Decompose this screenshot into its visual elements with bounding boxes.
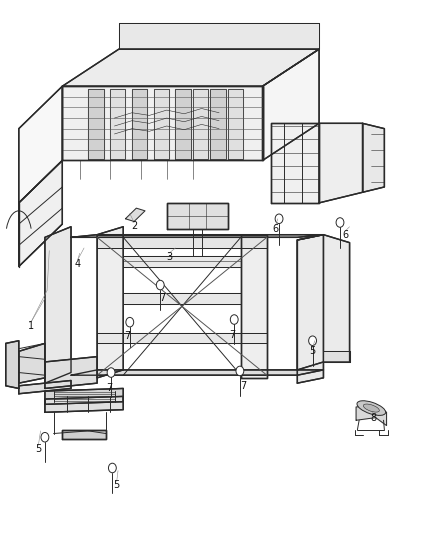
Polygon shape <box>132 89 147 159</box>
Text: 7: 7 <box>124 332 131 342</box>
Text: 3: 3 <box>166 252 172 262</box>
Text: 1: 1 <box>28 321 34 331</box>
Polygon shape <box>210 89 226 159</box>
Polygon shape <box>125 208 145 221</box>
Polygon shape <box>271 123 319 203</box>
Polygon shape <box>323 351 350 362</box>
Polygon shape <box>62 49 319 86</box>
Text: 8: 8 <box>371 413 377 423</box>
Polygon shape <box>45 389 123 405</box>
Circle shape <box>275 214 283 223</box>
Polygon shape <box>167 203 228 229</box>
Polygon shape <box>45 397 123 413</box>
Polygon shape <box>123 256 241 266</box>
Circle shape <box>41 432 49 442</box>
Polygon shape <box>123 293 241 304</box>
Text: 5: 5 <box>113 480 120 490</box>
Polygon shape <box>319 123 363 203</box>
Ellipse shape <box>357 401 386 415</box>
Text: 6: 6 <box>272 224 279 235</box>
Text: 7: 7 <box>229 330 235 341</box>
Polygon shape <box>45 227 71 383</box>
Circle shape <box>230 315 238 324</box>
Circle shape <box>236 366 244 376</box>
Polygon shape <box>356 405 387 425</box>
Text: 4: 4 <box>74 259 81 269</box>
Text: 5: 5 <box>35 445 42 455</box>
Circle shape <box>156 280 164 290</box>
Circle shape <box>109 463 116 473</box>
Polygon shape <box>62 86 262 160</box>
Circle shape <box>336 217 344 227</box>
Polygon shape <box>19 381 71 394</box>
Circle shape <box>309 336 317 345</box>
Polygon shape <box>193 89 208 159</box>
Polygon shape <box>97 235 267 248</box>
Polygon shape <box>363 123 385 192</box>
Polygon shape <box>110 89 125 159</box>
Circle shape <box>107 368 115 377</box>
Text: 5: 5 <box>310 346 316 357</box>
Polygon shape <box>97 227 123 378</box>
Polygon shape <box>154 89 169 159</box>
Polygon shape <box>97 333 267 343</box>
Text: 2: 2 <box>131 221 137 231</box>
Polygon shape <box>71 370 323 375</box>
Polygon shape <box>176 89 191 159</box>
Polygon shape <box>119 22 319 49</box>
Ellipse shape <box>363 404 379 412</box>
Polygon shape <box>6 341 19 389</box>
Polygon shape <box>228 89 243 159</box>
Polygon shape <box>297 235 323 383</box>
Text: 7: 7 <box>159 293 166 303</box>
Polygon shape <box>19 160 62 266</box>
Polygon shape <box>71 235 323 237</box>
Polygon shape <box>241 235 267 378</box>
Text: 7: 7 <box>106 383 113 393</box>
Polygon shape <box>62 430 106 439</box>
Text: 7: 7 <box>240 381 246 391</box>
Polygon shape <box>45 357 97 389</box>
Circle shape <box>126 317 134 327</box>
Polygon shape <box>262 49 319 160</box>
Polygon shape <box>19 343 45 383</box>
Text: 6: 6 <box>342 230 348 240</box>
Polygon shape <box>297 235 350 370</box>
Polygon shape <box>19 86 62 203</box>
Polygon shape <box>88 89 104 159</box>
